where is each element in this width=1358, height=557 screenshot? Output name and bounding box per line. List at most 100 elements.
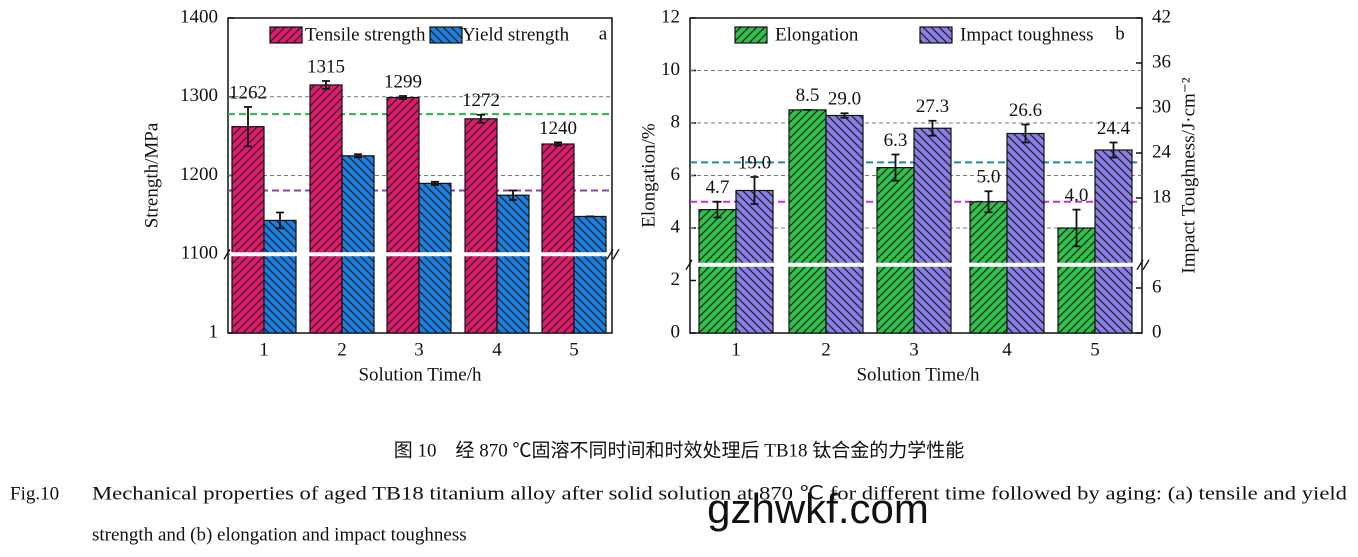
x-tick-label: 2	[337, 339, 347, 360]
value-label: 29.0	[828, 89, 861, 110]
bar	[969, 201, 1008, 334]
value-label: 1272	[462, 90, 500, 111]
error-bar	[984, 190, 993, 214]
bar	[698, 209, 737, 334]
legend-label: Elongation	[775, 24, 859, 45]
x-tick-label: 5	[569, 339, 579, 360]
error-bar	[928, 119, 937, 137]
error-bar	[713, 200, 722, 219]
value-label: 19.0	[738, 152, 771, 173]
error-bar	[840, 112, 849, 119]
axis-break	[692, 262, 1140, 267]
y-tick-label: 1400	[180, 6, 218, 27]
error-bar	[477, 113, 485, 124]
legend-swatch	[919, 26, 953, 44]
y2-tick-label: 36	[1152, 51, 1171, 72]
bar	[231, 126, 265, 334]
error-bar	[431, 180, 439, 186]
y-tick-label: 12	[661, 6, 680, 27]
x-tick-label: 4	[1002, 339, 1012, 360]
y-tick-label: 1300	[180, 85, 218, 106]
bar	[309, 84, 343, 334]
y-tick-label: 1	[209, 321, 219, 342]
break-mark	[223, 248, 231, 260]
error-bar	[1021, 123, 1030, 144]
legend-label: Impact toughness	[960, 24, 1094, 45]
legend-swatch	[269, 26, 303, 44]
y-tick-label: 8	[671, 111, 681, 132]
y-axis-title: Strength/MPa	[141, 122, 162, 228]
caption-english: Mechanical properties of aged TB18 titan…	[92, 483, 1348, 504]
value-label: 24.4	[1097, 118, 1131, 139]
error-bar	[509, 189, 517, 201]
bar	[1094, 149, 1133, 334]
y2-tick-label: 24	[1152, 141, 1172, 162]
error-bar	[399, 95, 407, 101]
break-mark	[685, 259, 693, 271]
break-mark	[1136, 259, 1150, 271]
bar	[341, 155, 375, 334]
bar	[573, 215, 607, 334]
legend-label: Yield strength	[462, 24, 570, 45]
bar	[876, 167, 915, 334]
y-tick-label: 2	[671, 269, 681, 290]
legend-label: Tensile strength	[305, 24, 426, 45]
error-bar	[1109, 141, 1118, 159]
y2-axis-title: Impact Toughness/J·cm⁻²	[1178, 77, 1199, 273]
bar	[1006, 132, 1045, 334]
error-bar	[244, 106, 252, 148]
y2-tick-label: 0	[1152, 321, 1162, 342]
value-label: 1262	[229, 82, 267, 103]
y-axis-title: Elongation/%	[638, 123, 659, 228]
error-bar	[276, 211, 284, 230]
error-bar	[891, 153, 900, 182]
value-label: 1299	[384, 71, 422, 92]
x-axis-title: Solution Time/h	[856, 364, 980, 385]
legend-swatch	[429, 26, 463, 44]
y-tick-label: 0	[671, 321, 681, 342]
axis-break	[230, 252, 610, 257]
caption-english: strength and (b) elongation and impact t…	[92, 524, 467, 545]
y-tick-label: 1200	[180, 164, 218, 185]
value-label: 27.3	[916, 96, 949, 117]
bar	[788, 109, 827, 334]
error-bar	[554, 141, 562, 147]
value-label: 6.3	[884, 130, 908, 151]
value-label: 26.6	[1009, 100, 1042, 121]
x-tick-label: 1	[259, 339, 269, 360]
legend-swatch	[734, 26, 768, 44]
value-label: 5.0	[977, 167, 1001, 188]
bar	[418, 182, 452, 334]
x-tick-label: 2	[821, 339, 831, 360]
y-tick-label: 10	[661, 59, 680, 80]
bar	[496, 194, 530, 334]
x-axis-title: Solution Time/h	[358, 364, 482, 385]
y2-tick-label: 42	[1152, 6, 1171, 27]
y-tick-label: 1100	[181, 243, 218, 264]
panel-label: a	[599, 23, 608, 44]
error-bar	[1072, 208, 1081, 248]
error-bar	[750, 176, 759, 205]
bar	[263, 219, 297, 334]
panel-label: b	[1115, 23, 1125, 44]
error-bar	[322, 80, 330, 90]
bar	[825, 114, 864, 334]
y2-tick-label: 18	[1152, 186, 1171, 207]
value-label: 4.7	[706, 177, 730, 198]
value-label: 1315	[307, 56, 345, 77]
bar	[735, 189, 774, 334]
x-tick-label: 3	[909, 339, 919, 360]
x-tick-label: 5	[1090, 339, 1100, 360]
y-tick-label: 4	[671, 216, 681, 237]
bar	[913, 127, 952, 334]
x-tick-label: 4	[492, 339, 502, 360]
watermark: gzhwkf.com	[707, 485, 929, 532]
error-bar	[354, 153, 362, 159]
value-label: 8.5	[796, 85, 820, 106]
caption-chinese: 图 10 经 870 ℃固溶不同时间和时效处理后 TB18 钛合金的力学性能	[394, 439, 965, 461]
bar	[541, 143, 575, 334]
fig-label: Fig.10	[10, 483, 59, 504]
value-label: 1240	[539, 118, 577, 139]
break-mark	[606, 248, 620, 260]
x-tick-label: 3	[414, 339, 424, 360]
